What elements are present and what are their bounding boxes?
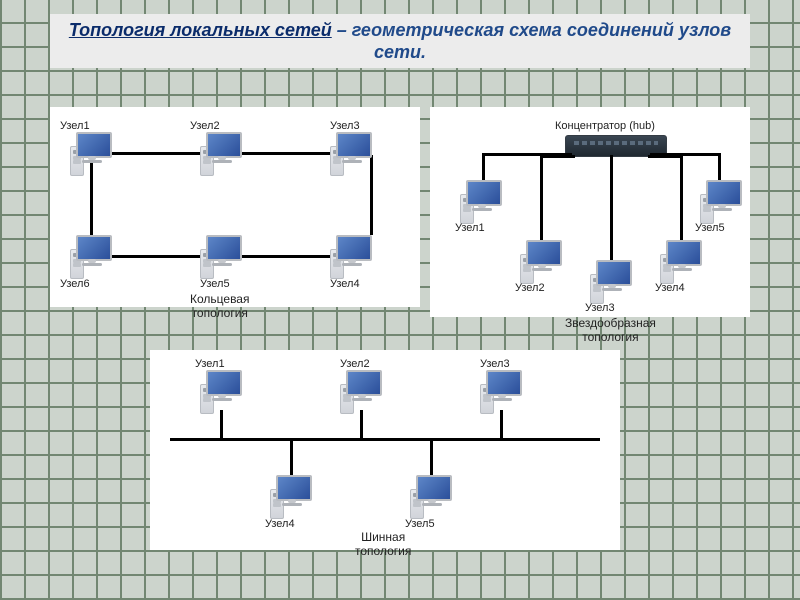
node-label: Узел5 bbox=[200, 278, 230, 290]
network-edge bbox=[220, 410, 223, 440]
network-edge bbox=[500, 410, 503, 440]
computer-node bbox=[270, 475, 314, 517]
computer-node bbox=[70, 132, 114, 174]
network-edge bbox=[242, 152, 332, 155]
network-edge bbox=[112, 152, 202, 155]
network-edge bbox=[360, 410, 363, 440]
computer-node bbox=[520, 240, 564, 282]
node-label: Узел1 bbox=[60, 120, 90, 132]
network-edge bbox=[610, 155, 613, 263]
network-edge bbox=[482, 153, 485, 183]
network-edge bbox=[540, 155, 543, 243]
topology-caption: Звездообразнаятопология bbox=[565, 316, 656, 344]
node-label: Узел5 bbox=[695, 222, 725, 234]
node-label: Узел1 bbox=[455, 222, 485, 234]
node-label: Узел1 bbox=[195, 358, 225, 370]
topology-caption: Кольцеваятопология bbox=[190, 292, 249, 320]
computer-node bbox=[460, 180, 504, 222]
node-label: Узел3 bbox=[330, 120, 360, 132]
node-label: Узел2 bbox=[515, 282, 545, 294]
node-label: Узел4 bbox=[330, 278, 360, 290]
network-edge bbox=[718, 153, 721, 183]
title-underlined: Топология локальных сетей bbox=[69, 20, 332, 40]
network-edge bbox=[290, 438, 293, 478]
computer-node bbox=[200, 235, 244, 277]
computer-node bbox=[700, 180, 744, 222]
node-label: Узел4 bbox=[655, 282, 685, 294]
computer-node bbox=[340, 370, 384, 412]
computer-node bbox=[660, 240, 704, 282]
network-edge bbox=[170, 438, 600, 441]
node-label: Узел2 bbox=[190, 120, 220, 132]
node-label: Узел5 bbox=[405, 518, 435, 530]
title-bar: Топология локальных сетей – геометрическ… bbox=[50, 14, 750, 68]
computer-node bbox=[200, 132, 244, 174]
computer-node bbox=[200, 370, 244, 412]
title-rest: – геометрическая схема соединений узлов … bbox=[332, 20, 731, 63]
computer-node bbox=[590, 260, 634, 302]
node-label: Узел2 bbox=[340, 358, 370, 370]
computer-node bbox=[330, 235, 374, 277]
network-edge bbox=[650, 153, 720, 156]
node-label: Узел3 bbox=[480, 358, 510, 370]
network-edge bbox=[430, 438, 433, 478]
computer-node bbox=[330, 132, 374, 174]
computer-node bbox=[480, 370, 524, 412]
network-edge bbox=[680, 155, 683, 243]
network-edge bbox=[242, 255, 332, 258]
node-label: Узел3 bbox=[585, 302, 615, 314]
node-label: Узел4 bbox=[265, 518, 295, 530]
topology-caption: Шиннаятопология bbox=[355, 530, 411, 558]
network-edge bbox=[112, 255, 202, 258]
hub-label: Концентратор (hub) bbox=[555, 120, 655, 132]
node-label: Узел6 bbox=[60, 278, 90, 290]
network-edge bbox=[540, 155, 575, 158]
computer-node bbox=[70, 235, 114, 277]
page-title: Топология локальных сетей – геометрическ… bbox=[50, 19, 750, 64]
computer-node bbox=[410, 475, 454, 517]
